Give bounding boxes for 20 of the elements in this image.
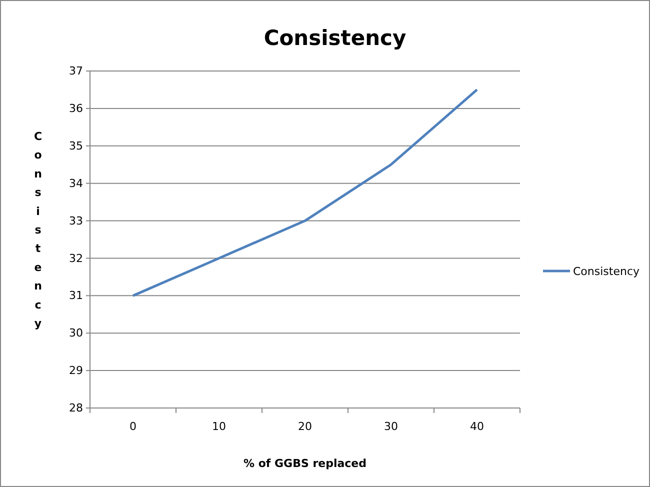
y-tick-label: 35 bbox=[69, 139, 83, 152]
y-tick-label: 28 bbox=[69, 402, 83, 415]
y-tick-label: 32 bbox=[69, 252, 83, 265]
y-tick-label: 30 bbox=[69, 326, 83, 340]
x-tick-label: 20 bbox=[298, 420, 312, 433]
text: Consistency bbox=[34, 130, 42, 330]
x-tick-label: 30 bbox=[384, 420, 398, 433]
x-tick-label: 10 bbox=[212, 420, 226, 433]
y-tick-label: 31 bbox=[69, 289, 83, 302]
x-tick-label: 0 bbox=[130, 420, 136, 433]
y-tick-label: 37 bbox=[69, 64, 83, 78]
x-axis-title: % of GGBS replaced bbox=[243, 457, 367, 470]
y-tick-label: 36 bbox=[69, 102, 83, 115]
x-tick-label: 40 bbox=[470, 420, 484, 433]
y-tick-label: 33 bbox=[69, 214, 83, 228]
line-series bbox=[132, 88, 478, 297]
chart-title: Consistency bbox=[264, 26, 406, 50]
y-tick-label: 34 bbox=[69, 176, 83, 190]
y-tick-label: 29 bbox=[69, 364, 83, 378]
legend-label: Consistency bbox=[573, 265, 640, 278]
